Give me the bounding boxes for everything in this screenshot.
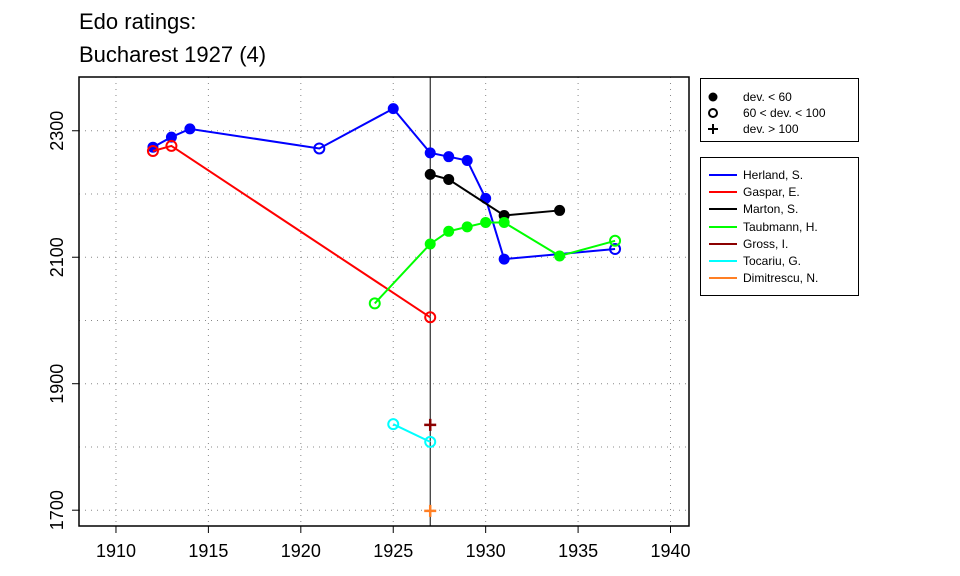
data-point — [498, 253, 510, 265]
series-taubmann-h — [368, 216, 622, 310]
legend-line-swatch — [709, 191, 737, 194]
chart-title: Edo ratings: — [79, 9, 197, 34]
series-line — [392, 423, 431, 443]
legend-marker — [708, 108, 718, 118]
data-point — [609, 243, 622, 256]
series-dimitrescu-n — [424, 504, 437, 517]
data-point — [424, 504, 437, 517]
legend-marker — [708, 92, 718, 102]
data-point — [424, 418, 437, 431]
y-tick-label: 2300 — [47, 111, 67, 151]
data-point — [387, 418, 400, 431]
status-legend-label: dev. < 60 — [743, 90, 792, 104]
data-point — [443, 173, 455, 185]
data-point — [554, 250, 566, 262]
x-tick-label: 1935 — [558, 541, 598, 561]
series-legend-label: Gross, I. — [743, 236, 789, 251]
status-legend: dev. < 60 60 < dev. < 100 dev. > 100 — [700, 78, 859, 142]
chart-subtitle: Bucharest 1927 (4) — [79, 42, 267, 67]
series-line — [152, 107, 616, 261]
data-point — [498, 216, 510, 228]
series-legend-label: Tocariu, G. — [743, 254, 802, 268]
data-point — [387, 103, 399, 115]
legend-line-swatch — [709, 225, 737, 228]
data-point — [443, 225, 455, 237]
legend-line-swatch — [709, 208, 737, 211]
data-point — [368, 297, 381, 310]
data-point — [184, 123, 196, 135]
data-point — [554, 204, 566, 216]
legend-symbol — [708, 92, 718, 102]
data-point — [424, 147, 436, 159]
y-tick-label: 1700 — [47, 490, 67, 530]
x-tick-label: 1920 — [281, 541, 321, 561]
data-point — [609, 234, 622, 247]
legend-line-swatch — [709, 174, 737, 176]
legend-marker — [708, 124, 718, 134]
data-point — [443, 151, 455, 163]
data-point — [165, 139, 178, 152]
x-tick-label: 1915 — [188, 541, 228, 561]
data-point — [424, 168, 436, 180]
plot-frame — [78, 76, 690, 527]
x-tick-label: 1940 — [650, 541, 690, 561]
legend-symbol — [708, 108, 718, 118]
series-legend-label: Taubmann, H. — [743, 219, 818, 234]
series-legend: Herland, S. Gaspar, E. Marton, S. Taubmann,… — [700, 157, 859, 296]
data-point — [461, 221, 473, 233]
series-line — [429, 173, 560, 217]
series-legend-label: Herland, S. — [743, 168, 804, 182]
series-gaspar-e — [146, 139, 437, 324]
legend-line-swatch — [709, 242, 737, 245]
data-point — [461, 154, 473, 166]
series-gross-i — [424, 418, 437, 431]
series-legend-label: Dimitrescu, N. — [743, 271, 819, 286]
legend-line-swatch — [709, 277, 737, 280]
status-legend-label: 60 < dev. < 100 — [743, 106, 826, 120]
data-point — [424, 238, 436, 250]
data-point — [424, 311, 437, 324]
series-line — [374, 221, 616, 305]
y-tick-label: 2100 — [47, 237, 67, 277]
status-legend-label: dev. > 100 — [743, 122, 799, 136]
data-point — [424, 435, 437, 448]
series-legend-label: Marton, S. — [743, 202, 799, 217]
x-tick-label: 1930 — [466, 541, 506, 561]
series-herland-s — [147, 103, 622, 265]
data-point — [146, 144, 159, 157]
x-tick-label: 1910 — [96, 541, 136, 561]
x-tick-label: 1925 — [373, 541, 413, 561]
y-tick-label: 1900 — [47, 364, 67, 404]
legend-symbol — [708, 124, 718, 134]
series-marton-s — [424, 168, 566, 221]
data-point — [165, 131, 177, 143]
series-line — [152, 144, 431, 319]
series-legend-label: Gaspar, E. — [743, 185, 800, 200]
data-point — [480, 216, 492, 228]
series-tocariu-g — [387, 418, 437, 448]
data-point — [313, 142, 326, 155]
legend-line-swatch — [709, 260, 737, 262]
